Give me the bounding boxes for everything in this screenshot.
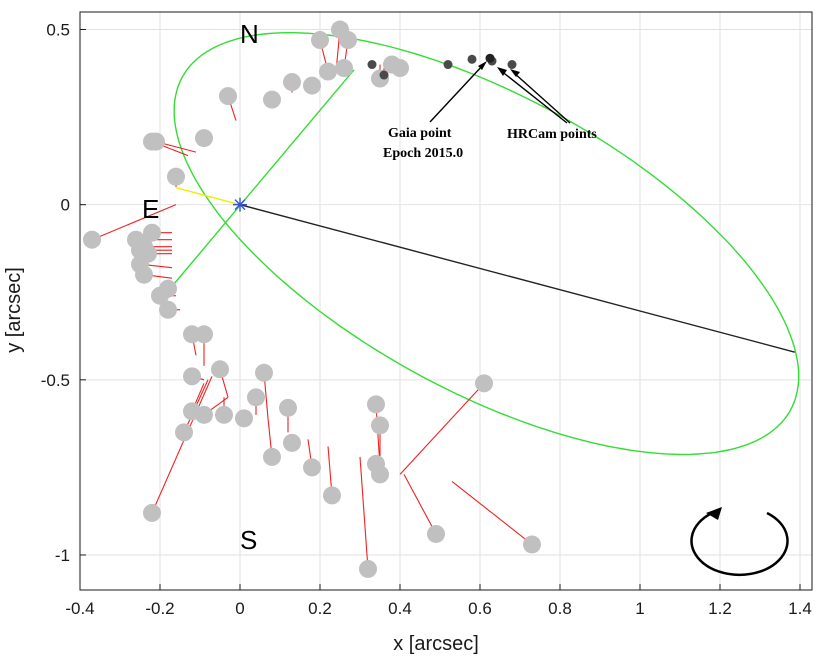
observation-point bbox=[367, 395, 385, 414]
rotation-arrowhead-icon bbox=[706, 507, 722, 520]
orbit-lines bbox=[169, 32, 800, 456]
observation-point bbox=[235, 409, 253, 428]
observation-point bbox=[263, 447, 281, 466]
gaia-arrowhead bbox=[478, 61, 487, 70]
observation-point bbox=[135, 265, 153, 284]
gaia-annotation-line-1: Gaia point bbox=[388, 126, 452, 141]
y-tick-label: -1 bbox=[55, 546, 70, 565]
observation-point bbox=[175, 423, 193, 442]
observation-point bbox=[475, 374, 493, 393]
residual-line bbox=[399, 382, 485, 475]
hrcam-annotation: HRCam points bbox=[507, 127, 597, 142]
hrcam-point bbox=[379, 70, 389, 80]
observation-point bbox=[263, 90, 281, 109]
observation-point bbox=[283, 433, 301, 452]
hrcam-arrow-2 bbox=[512, 71, 571, 124]
observation-point bbox=[523, 535, 541, 554]
observation-point bbox=[311, 31, 329, 50]
observation-point bbox=[195, 325, 213, 344]
residual-line bbox=[403, 474, 437, 535]
observation-point bbox=[255, 363, 273, 382]
chart-labels: N E S Gaia point Epoch 2015.0 HRCam poin… bbox=[3, 19, 597, 655]
x-tick-label: 0 bbox=[235, 599, 244, 618]
residual-line bbox=[359, 456, 369, 570]
observation-point bbox=[219, 87, 237, 106]
apsidal-line bbox=[239, 203, 795, 353]
observation-point bbox=[159, 300, 177, 319]
observation-point bbox=[143, 223, 161, 242]
primary-star-stroke bbox=[234, 199, 246, 211]
observation-point bbox=[339, 31, 357, 50]
periastron-segment bbox=[176, 187, 241, 206]
x-tick-label: -0.4 bbox=[65, 599, 94, 618]
observation-point bbox=[371, 416, 389, 435]
x-tick-label: 0.8 bbox=[548, 599, 572, 618]
rotation-arc bbox=[690, 511, 789, 577]
observation-point bbox=[323, 486, 341, 505]
observation-point bbox=[359, 559, 377, 578]
compass-east-label: E bbox=[142, 194, 159, 224]
observation-point bbox=[279, 398, 297, 417]
observation-point bbox=[167, 167, 185, 186]
residual-line bbox=[451, 480, 533, 545]
observation-point bbox=[371, 465, 389, 484]
observation-point bbox=[83, 230, 101, 249]
gaia-arrow bbox=[429, 63, 485, 123]
hrcam-arrow-1 bbox=[499, 69, 568, 124]
hrcam-point bbox=[443, 60, 453, 70]
observation-point bbox=[427, 524, 445, 543]
observation-point bbox=[215, 405, 233, 424]
y-tick-label: -0.5 bbox=[41, 371, 70, 390]
axes: -0.4 -0.2 0 0.2 0.4 0.6 0.8 1 1.2 1.4 0.5 0 -0.5 -1 bbox=[41, 11, 813, 618]
grid-lines bbox=[79, 12, 812, 590]
observation-point bbox=[195, 405, 213, 424]
plot-frame bbox=[79, 11, 813, 591]
compass-south-label: S bbox=[240, 525, 257, 555]
rotation-indicator bbox=[690, 507, 789, 577]
residual-line bbox=[151, 376, 213, 514]
observation-point bbox=[195, 129, 213, 148]
observation-point bbox=[303, 76, 321, 95]
observation-point bbox=[143, 503, 161, 522]
gaia-point bbox=[485, 53, 495, 63]
hrcam-arrowhead-1 bbox=[497, 67, 507, 76]
hrcam-point bbox=[507, 60, 517, 70]
observation-point bbox=[183, 367, 201, 386]
gaia-annotation-line-2: Epoch 2015.0 bbox=[383, 146, 463, 161]
observation-point bbox=[211, 360, 229, 379]
y-tick-label: 0 bbox=[61, 196, 70, 215]
x-tick-label: 0.6 bbox=[468, 599, 492, 618]
observation-point bbox=[143, 132, 161, 151]
observation-point bbox=[247, 388, 265, 407]
line-of-nodes bbox=[169, 69, 355, 290]
x-tick-label: 1 bbox=[635, 599, 644, 618]
primary-star-icon bbox=[233, 197, 247, 212]
x-tick-label: -0.2 bbox=[145, 599, 174, 618]
observation-point bbox=[335, 59, 353, 78]
observation-point bbox=[319, 62, 337, 81]
x-tick-label: 0.4 bbox=[388, 599, 412, 618]
y-axis-title: y [arcsec] bbox=[3, 267, 25, 353]
x-tick-label: 1.4 bbox=[788, 599, 812, 618]
x-tick-label: 0.2 bbox=[308, 599, 332, 618]
hrcam-arrowhead-2 bbox=[510, 69, 520, 77]
x-tick-label: 1.2 bbox=[708, 599, 732, 618]
compass-north-label: N bbox=[240, 19, 259, 49]
hrcam-point bbox=[367, 60, 377, 70]
observation-point bbox=[391, 59, 409, 78]
observation-point bbox=[283, 73, 301, 92]
observation-points bbox=[83, 20, 541, 578]
y-tick-label: 0.5 bbox=[46, 21, 70, 40]
annotation-arrows bbox=[429, 61, 571, 124]
observation-point bbox=[303, 458, 321, 477]
orbit-ellipse bbox=[173, 32, 800, 456]
residual-line bbox=[91, 204, 177, 241]
hrcam-point bbox=[467, 54, 477, 64]
observation-point bbox=[159, 279, 177, 298]
x-axis-title: x [arcsec] bbox=[393, 633, 479, 655]
